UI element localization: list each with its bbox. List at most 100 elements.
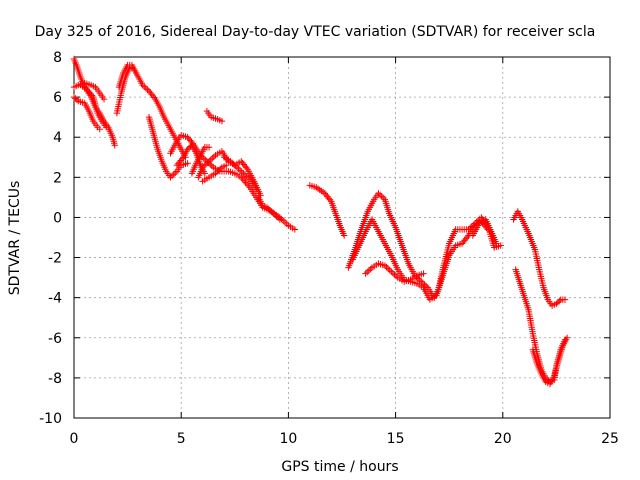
data-point <box>209 155 216 162</box>
data-point <box>185 144 193 152</box>
data-point <box>322 191 330 199</box>
data-point <box>375 190 382 197</box>
x-tick-label: 0 <box>70 431 79 447</box>
data-point <box>72 95 79 102</box>
data-point <box>167 174 174 181</box>
x-axis-label: GPS time / hours <box>281 459 398 475</box>
data-point <box>493 240 500 247</box>
data-point <box>205 158 213 165</box>
data-point <box>201 170 208 177</box>
y-tick-label: -8 <box>48 371 62 387</box>
data-point <box>87 90 94 98</box>
y-tick-label: -2 <box>48 251 62 267</box>
data-point <box>227 158 234 165</box>
data-point <box>416 276 423 284</box>
data-point <box>149 92 157 100</box>
x-tick-label: 10 <box>279 431 297 447</box>
data-point <box>174 160 182 167</box>
data-point <box>178 155 186 163</box>
data-point <box>177 157 184 164</box>
data-point <box>223 162 230 169</box>
data-series <box>70 55 571 388</box>
data-point <box>144 86 151 93</box>
data-point <box>232 162 239 170</box>
data-point <box>464 233 471 241</box>
data-point <box>238 168 245 176</box>
data-point <box>238 158 245 165</box>
data-point <box>202 161 210 168</box>
y-tick-label: 6 <box>53 90 62 106</box>
y-axis-label: SDTVAR / TECUs <box>7 181 23 296</box>
x-tick-label: 20 <box>494 431 512 447</box>
data-point <box>201 162 208 170</box>
data-point <box>73 96 81 103</box>
data-point <box>414 275 422 282</box>
data-point <box>218 117 226 125</box>
x-tick-label: 25 <box>601 431 619 447</box>
data-point <box>132 69 140 77</box>
data-point <box>392 272 400 280</box>
data-point <box>240 170 247 177</box>
data-point <box>245 174 252 182</box>
data-point <box>240 161 248 168</box>
chart-title: Day 325 of 2016, Sidereal Day-to-day VTE… <box>35 24 596 40</box>
data-point <box>324 193 331 200</box>
y-tick-label: -6 <box>48 331 62 347</box>
data-point <box>84 87 92 94</box>
data-point <box>253 186 260 193</box>
data-point <box>173 162 181 169</box>
data-point <box>367 265 374 273</box>
data-point <box>388 268 395 275</box>
data-point <box>102 123 110 131</box>
data-point <box>184 160 191 167</box>
data-point <box>497 242 504 249</box>
data-point <box>391 271 398 278</box>
data-point <box>150 94 158 101</box>
data-point <box>83 85 91 93</box>
data-point <box>176 158 183 166</box>
data-point <box>561 296 569 303</box>
data-point <box>283 220 290 228</box>
y-tick-label: 8 <box>53 50 62 66</box>
data-point <box>326 196 334 203</box>
y-tick-label: 0 <box>53 210 62 226</box>
data-point <box>378 193 385 200</box>
data-point <box>553 300 560 307</box>
data-point <box>88 92 96 99</box>
data-point <box>321 190 329 197</box>
data-point <box>462 235 470 242</box>
data-point <box>365 267 372 274</box>
data-point <box>233 164 241 171</box>
data-point <box>556 297 563 305</box>
data-point <box>212 170 219 177</box>
data-point <box>70 93 78 101</box>
data-point <box>265 205 272 213</box>
data-point <box>419 279 427 287</box>
x-tick-label: 5 <box>177 431 186 447</box>
data-point <box>235 165 242 173</box>
data-point <box>147 89 154 96</box>
data-point <box>554 299 562 306</box>
data-point <box>389 269 397 277</box>
data-point <box>381 262 389 269</box>
data-point <box>230 161 237 168</box>
data-point <box>270 210 277 217</box>
data-point <box>215 167 222 174</box>
axis-ticks: 0 5 10 15 20 25 -10 -8 -6 -4 -2 0 2 4 6 8 <box>39 50 619 447</box>
data-point <box>100 95 108 103</box>
data-point <box>276 216 284 223</box>
data-point <box>458 240 466 247</box>
data-point <box>210 153 218 160</box>
data-point <box>461 237 468 244</box>
data-point <box>200 155 207 162</box>
data-point <box>241 162 249 170</box>
data-point <box>205 144 213 151</box>
data-point <box>271 211 279 219</box>
data-point <box>239 159 246 167</box>
y-tick-label: -10 <box>39 411 62 427</box>
data-point <box>168 172 176 180</box>
data-point <box>228 159 236 166</box>
y-tick-label: 4 <box>53 130 62 146</box>
data-point <box>141 83 148 90</box>
